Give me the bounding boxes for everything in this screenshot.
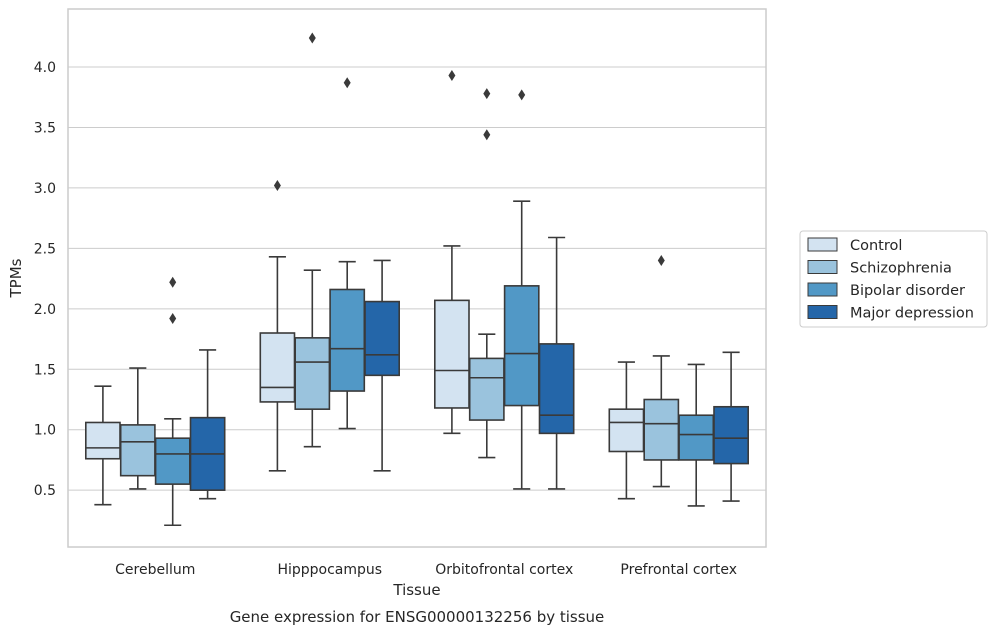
legend: Control Schizophrenia Bipolar disorder Majo… [799, 230, 988, 328]
box-bipolar-disorder [678, 363, 715, 507]
grid-lines [68, 66, 766, 491]
iqr-box [468, 357, 505, 421]
iqr-box [364, 300, 401, 377]
iqr-box [713, 405, 750, 465]
box-series [84, 32, 750, 527]
outlier-point [448, 69, 456, 81]
outlier-point [308, 32, 316, 44]
x-axis-label: Tissue [392, 581, 440, 599]
iqr-box [329, 288, 366, 392]
box-major-depression [189, 349, 226, 500]
x-tick-label: Cerebellum [115, 562, 195, 578]
iqr-box [538, 343, 575, 435]
y-tick-labels: 0.5 1.0 1.5 2.0 2.5 3.0 3.5 4.0 [34, 60, 56, 499]
box-schizophrenia [468, 88, 505, 459]
box-control [84, 385, 121, 506]
iqr-box [119, 424, 156, 477]
iqr-box [678, 414, 715, 461]
box-bipolar-disorder [503, 89, 540, 490]
legend-swatch [807, 237, 838, 252]
x-tick-labels: Cerebellum Hipppocampus Orbitofrontal cort… [115, 562, 737, 578]
x-tick-label: Hipppocampus [277, 562, 382, 578]
y-tick-label: 1.0 [34, 423, 56, 439]
y-tick-label: 3.5 [34, 120, 56, 136]
legend-entry: Major depression [850, 306, 974, 322]
x-tick-label: Prefrontal cortex [620, 562, 737, 578]
outlier-point [518, 89, 526, 101]
box-major-depression [538, 236, 575, 490]
legend-entry: Control [850, 238, 902, 254]
y-axis-label: TPMs [7, 258, 25, 298]
iqr-box [643, 398, 680, 461]
legend-swatch [807, 282, 838, 297]
outlier-point [343, 77, 351, 89]
box-schizophrenia [643, 254, 680, 488]
box-major-depression [364, 259, 401, 472]
y-tick-label: 2.5 [34, 241, 56, 257]
y-tick-label: 3.0 [34, 181, 56, 197]
box-schizophrenia [119, 367, 156, 490]
legend-entry: Schizophrenia [850, 261, 952, 277]
y-tick-label: 0.5 [34, 483, 56, 499]
iqr-box [608, 408, 645, 453]
iqr-box [259, 332, 296, 403]
legend-entry: Bipolar disorder [850, 283, 965, 299]
legend-swatch [807, 305, 838, 319]
box-major-depression [713, 351, 750, 502]
box-control [608, 361, 645, 500]
y-tick-label: 1.5 [34, 362, 56, 378]
outlier-point [273, 180, 281, 192]
iqr-box [154, 437, 191, 485]
legend-swatch [807, 260, 838, 274]
box-schizophrenia [294, 32, 331, 448]
outlier-point [169, 313, 177, 325]
box-control [259, 180, 296, 472]
outlier-point [169, 276, 177, 288]
iqr-box [294, 337, 331, 410]
box-control [433, 69, 470, 435]
y-tick-label: 2.0 [34, 302, 56, 318]
y-tick-label: 4.0 [34, 60, 56, 76]
x-tick-label: Orbitofrontal cortex [435, 562, 573, 578]
outlier-point [657, 254, 665, 266]
outlier-point [483, 129, 491, 141]
plot-frame [67, 8, 767, 548]
iqr-box [503, 285, 540, 407]
iqr-box [433, 299, 470, 409]
legend-frame [799, 230, 988, 328]
box-bipolar-disorder [154, 276, 191, 527]
outlier-point [483, 88, 491, 100]
box-bipolar-disorder [329, 77, 366, 430]
chart-caption: Gene expression for ENSG00000132256 by t… [230, 608, 605, 626]
iqr-box [84, 421, 121, 460]
